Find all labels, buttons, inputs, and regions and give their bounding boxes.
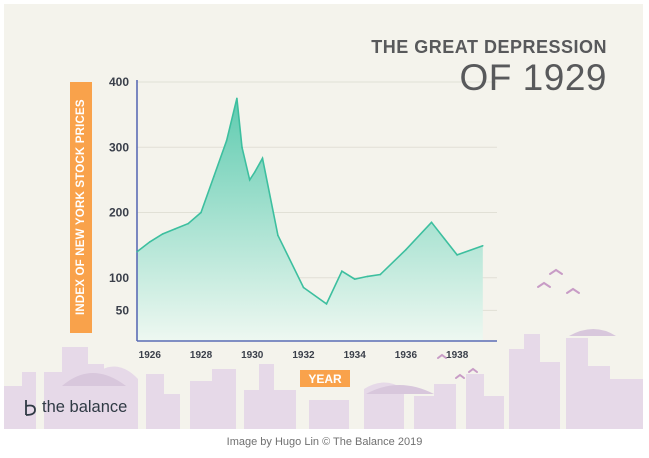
- city-skyline-decoration: [4, 268, 643, 429]
- image-credit: Image by Hugo Lin © The Balance 2019: [226, 436, 423, 448]
- x-tick-label: 1936: [395, 350, 418, 361]
- data-point: [277, 234, 279, 237]
- data-point: [261, 157, 264, 160]
- title-line-2: OF 1929: [459, 57, 607, 98]
- data-point: [366, 275, 369, 278]
- data-point: [405, 248, 407, 251]
- y-tick-label: 200: [109, 206, 129, 220]
- y-tick-label: 50: [116, 303, 130, 317]
- x-tick-label: 1926: [139, 350, 162, 361]
- birds-decoration: [437, 268, 580, 379]
- x-tick-label: 1938: [446, 350, 469, 361]
- brand-logo: the balance: [24, 398, 127, 417]
- balance-logo-icon: [25, 399, 36, 416]
- y-tick-label: 100: [109, 271, 129, 285]
- infographic-card: 400 300 200 100 50 1926 1928 1930 1932 1934 1936 19…: [4, 4, 643, 429]
- data-point: [236, 97, 238, 100]
- data-point: [225, 139, 228, 142]
- data-point: [341, 270, 343, 273]
- data-point: [187, 222, 190, 225]
- data-point: [456, 254, 458, 256]
- data-point: [481, 244, 484, 247]
- data-point: [302, 286, 305, 289]
- title-line-1: THE GREAT DEPRESSION: [371, 37, 607, 57]
- x-tick-label: 1930: [241, 350, 264, 361]
- data-point: [353, 278, 356, 280]
- data-point: [174, 228, 177, 230]
- data-point: [325, 303, 328, 305]
- price-area: [137, 98, 483, 341]
- x-tick-label: 1928: [190, 350, 213, 361]
- x-axis-label: YEAR: [300, 370, 350, 387]
- data-point: [200, 211, 202, 214]
- data-point: [149, 241, 151, 243]
- y-axis-label-box: [70, 82, 92, 333]
- data-point: [254, 171, 256, 173]
- x-tick-label: 1934: [344, 350, 367, 361]
- stock-price-chart: 400 300 200 100 50 1926 1928 1930 1932 1934 1936 19…: [109, 75, 497, 361]
- y-axis-label: INDEX OF NEW YORK STOCK PRICES: [75, 99, 87, 316]
- data-point: [443, 237, 446, 240]
- y-tick-label: 300: [109, 140, 129, 154]
- data-point: [136, 250, 138, 253]
- x-tick-label: 1932: [292, 350, 315, 361]
- data-point: [379, 273, 382, 276]
- data-point: [241, 146, 243, 149]
- y-tick-label: 400: [109, 75, 129, 89]
- data-point: [248, 179, 251, 181]
- data-point: [430, 221, 433, 224]
- data-point: [161, 233, 164, 235]
- brand-name: the balance: [42, 398, 128, 416]
- data-point: [213, 175, 215, 178]
